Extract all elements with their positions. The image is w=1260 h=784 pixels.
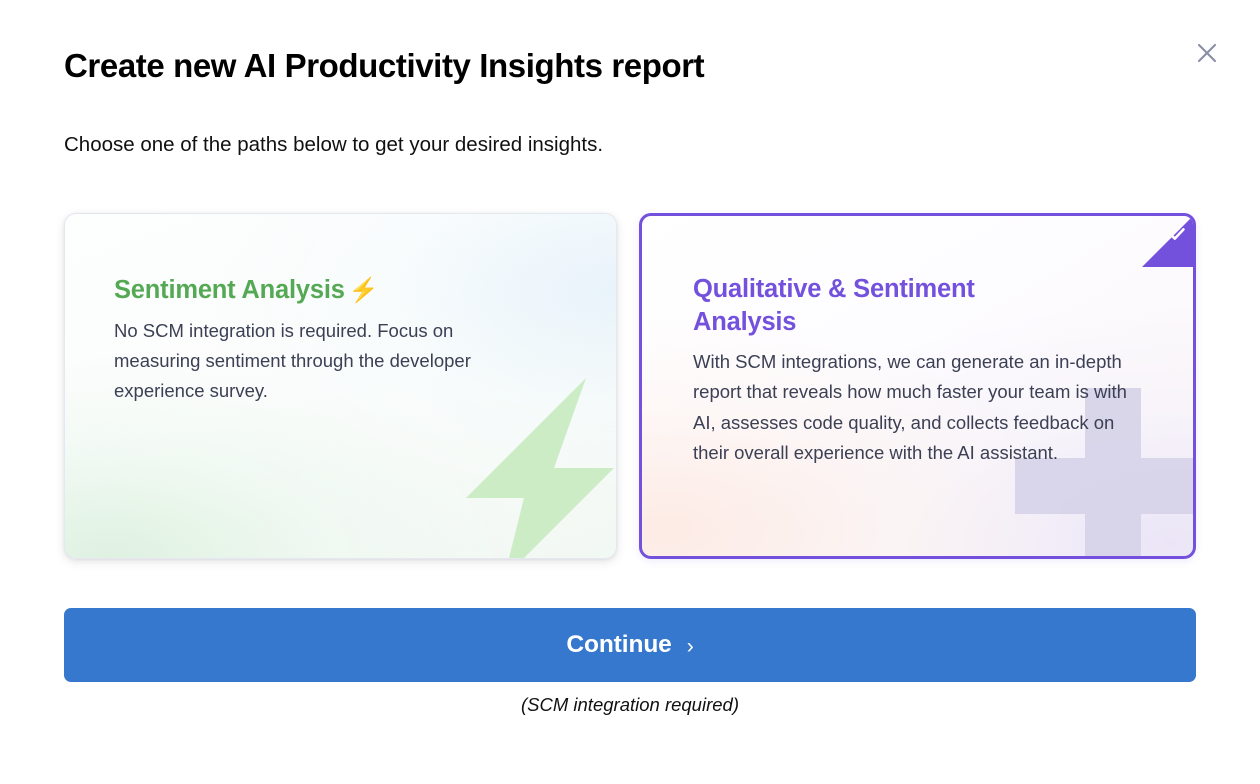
chevron-right-icon: › bbox=[686, 634, 694, 658]
option-card-content: Qualitative & Sentiment Analysis With SC… bbox=[642, 216, 1193, 468]
lightning-bolt-glyph: ⚡ bbox=[348, 277, 379, 304]
option-card-title: Qualitative & Sentiment Analysis bbox=[693, 275, 975, 336]
page-subtitle: Choose one of the paths below to get you… bbox=[64, 133, 604, 156]
page-title: Create new AI Productivity Insights repo… bbox=[64, 47, 705, 84]
option-card-qualitative-sentiment-analysis[interactable]: Qualitative & Sentiment Analysis With SC… bbox=[639, 213, 1196, 559]
option-card-title: Sentiment Analysis ⚡ bbox=[114, 274, 616, 307]
path-options-list: Sentiment Analysis ⚡ No SCM integration i… bbox=[64, 213, 1196, 559]
option-card-description: With SCM integrations, we can generate a… bbox=[693, 351, 1127, 463]
scm-requirement-note: (SCM integration required) bbox=[521, 694, 739, 715]
close-icon[interactable] bbox=[1190, 36, 1224, 70]
continue-button-label: Continue bbox=[566, 631, 672, 658]
option-card-description: No SCM integration is required. Focus on… bbox=[114, 319, 471, 401]
continue-button[interactable]: Continue › bbox=[64, 608, 1196, 682]
option-card-sentiment-analysis[interactable]: Sentiment Analysis ⚡ No SCM integration i… bbox=[64, 213, 617, 559]
option-card-title-text: Sentiment Analysis bbox=[114, 276, 345, 304]
option-card-content: Sentiment Analysis ⚡ No SCM integration i… bbox=[65, 214, 616, 406]
